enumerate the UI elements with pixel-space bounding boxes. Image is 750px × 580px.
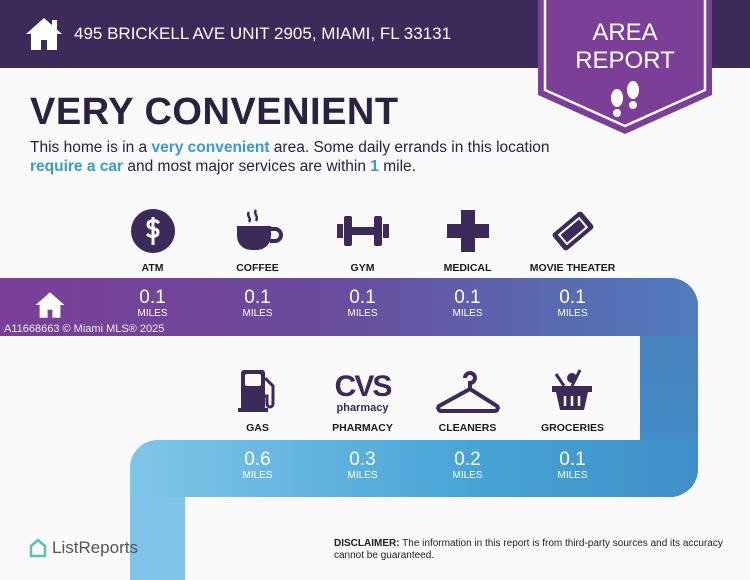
distance-cell: 0.1 MILES <box>100 288 205 320</box>
amenity-label: GROCERIES <box>540 422 604 434</box>
distance-unit: MILES <box>242 470 273 481</box>
amenity-label: MEDICAL <box>443 262 492 274</box>
amenity-groceries: GROCERIES <box>520 364 625 434</box>
desc-highlight: require a car <box>30 158 124 175</box>
distance-value: 0.6 <box>244 449 271 470</box>
disclaimer-text: The information in this report is from t… <box>334 538 723 561</box>
basket-icon <box>520 364 625 414</box>
road-inner <box>185 497 698 580</box>
listreports-logo-icon <box>29 538 47 558</box>
desc-highlight: very convenient <box>151 139 270 156</box>
disclaimer-label: DISCLAIMER: <box>334 538 400 549</box>
distance-unit: MILES <box>557 470 588 481</box>
amenity-movie-theater: MOVIE THEATER <box>520 204 625 274</box>
area-report-badge: AREA REPORT <box>538 0 712 134</box>
distance-cell: 0.1 MILES <box>205 288 310 320</box>
distance-unit: MILES <box>452 308 483 319</box>
brand-name: ListReports <box>52 538 138 557</box>
distance-value: 0.1 <box>244 287 271 308</box>
desc-text: and most major services are within <box>123 158 371 175</box>
amenity-label: ATM <box>141 262 164 274</box>
page-title: VERY CONVENIENT <box>30 91 399 133</box>
distance-cell: 0.1 MILES <box>310 288 415 320</box>
disclaimer: DISCLAIMER: The information in this repo… <box>334 538 734 562</box>
road-bottom-band <box>130 440 698 497</box>
amenity-label: MOVIE THEATER <box>529 262 616 274</box>
ticket-icon <box>520 204 625 254</box>
desc-text: This home is in a <box>30 139 152 156</box>
distance-value: 0.1 <box>454 287 481 308</box>
distance-unit: MILES <box>347 308 378 319</box>
distance-cell: 0.3 MILES <box>310 450 415 482</box>
distance-value: 0.3 <box>349 449 376 470</box>
cvs-logo-sub: pharmacy <box>336 402 389 414</box>
dumbbell-icon <box>310 204 415 254</box>
badge-line1: AREA <box>592 19 658 46</box>
amenity-coffee: COFFEE <box>205 204 310 274</box>
distance-value: 0.2 <box>454 449 481 470</box>
distance-value: 0.1 <box>559 287 586 308</box>
footprints-icon <box>611 81 639 117</box>
amenity-label: GAS <box>246 422 269 434</box>
listreports-logo: ListReports <box>28 538 138 558</box>
amenity-gas: GAS <box>205 364 310 434</box>
distance-unit: MILES <box>452 470 483 481</box>
desc-text: mile. <box>378 158 416 175</box>
cvs-logo-text: CVS <box>334 370 393 403</box>
distance-value: 0.1 <box>349 287 376 308</box>
amenity-label: GYM <box>350 262 375 274</box>
desc-text: area. Some daily errands in this locatio… <box>269 139 550 156</box>
distance-unit: MILES <box>242 308 273 319</box>
road-inner <box>0 336 640 440</box>
distance-unit: MILES <box>557 308 588 319</box>
desc-highlight: 1 <box>370 158 379 175</box>
medical-cross-icon <box>415 204 520 254</box>
amenity-label: CLEANERS <box>438 422 497 434</box>
distance-value: 0.1 <box>559 449 586 470</box>
distance-cell: 0.1 MILES <box>415 288 520 320</box>
distance-value: 0.1 <box>139 287 166 308</box>
coffee-icon <box>205 204 310 254</box>
distance-cell: 0.1 MILES <box>520 450 625 482</box>
amenity-atm: ATM <box>100 204 205 274</box>
distance-cell: 0.1 MILES <box>520 288 625 320</box>
amenity-label: PHARMACY <box>332 422 393 434</box>
description: This home is in a very convenient area. … <box>30 138 550 176</box>
cvs-pharmacy-logo: CVS pharmacy <box>310 364 415 415</box>
dollar-icon <box>100 204 205 254</box>
distance-unit: MILES <box>137 308 168 319</box>
amenity-pharmacy: CVS pharmacy PHARMACY <box>310 364 415 435</box>
distance-cell: 0.6 MILES <box>205 450 310 482</box>
property-address: 495 BRICKELL AVE UNIT 2905, MIAMI, FL 33… <box>74 24 452 43</box>
distance-cell: 0.2 MILES <box>415 450 520 482</box>
road-top-band <box>0 278 698 336</box>
mls-watermark: A11668663 © Miami MLS® 2025 <box>4 323 165 335</box>
amenity-cleaners: CLEANERS <box>415 364 520 434</box>
amenity-medical: MEDICAL <box>415 204 520 274</box>
hanger-icon <box>415 364 520 414</box>
badge-line2: REPORT <box>575 47 675 74</box>
amenity-label: COFFEE <box>236 262 279 274</box>
home-icon <box>26 18 62 50</box>
home-marker-icon <box>35 292 65 318</box>
distance-unit: MILES <box>347 470 378 481</box>
amenity-gym: GYM <box>310 204 415 274</box>
gas-pump-icon <box>205 364 310 414</box>
